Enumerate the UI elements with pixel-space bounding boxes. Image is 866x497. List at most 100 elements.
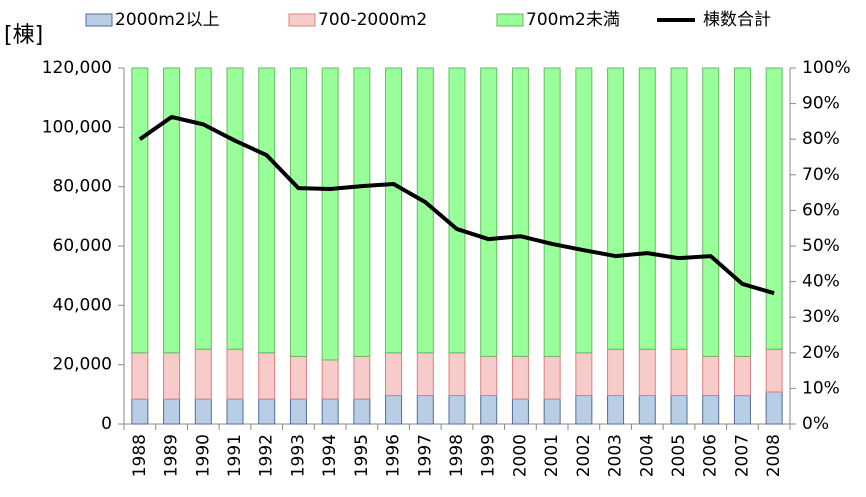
- bar-segment: [226, 398, 244, 425]
- y2-tick-label: 80%: [802, 129, 840, 149]
- bar-segment: [480, 355, 498, 397]
- x-tick-label: 1990: [193, 434, 213, 477]
- bar-segment: [511, 398, 529, 425]
- bar-segment: [258, 352, 276, 400]
- y-axis-label: [棟]: [4, 23, 43, 48]
- x-tick-label: 2002: [574, 434, 594, 477]
- bar-segment: [638, 67, 656, 350]
- bar-segment: [353, 67, 371, 357]
- bar-segment: [416, 352, 434, 397]
- y-tick-label: 20,000: [53, 355, 112, 375]
- bar-segment: [670, 395, 688, 425]
- bar-segment: [416, 395, 434, 425]
- legend-label: 700-2000m2: [318, 10, 427, 30]
- legend-label: 2000m2以上: [115, 10, 220, 30]
- bar-segment: [702, 355, 720, 397]
- y2-tick-label: 30%: [802, 307, 840, 327]
- x-tick-label: 1989: [162, 434, 182, 477]
- bar-segment: [163, 67, 181, 354]
- y-tick-label: 100,000: [42, 117, 112, 137]
- bar-segment: [289, 355, 307, 400]
- bar-segment: [226, 67, 244, 350]
- bar-segment: [607, 395, 625, 425]
- bar-segment: [163, 398, 181, 425]
- bar-segment: [321, 67, 339, 361]
- y2-tick-label: 10%: [802, 378, 840, 398]
- bar-segment: [733, 67, 751, 357]
- bar-segment: [131, 67, 149, 354]
- bar-segment: [638, 348, 656, 397]
- bar-segment: [289, 67, 307, 357]
- x-tick-label: 1991: [225, 434, 245, 477]
- y-tick-label: 0: [101, 414, 112, 434]
- bar-segment: [670, 67, 688, 350]
- bar-segment: [448, 395, 466, 425]
- bar-segment: [511, 355, 529, 400]
- x-tick-label: 1992: [257, 434, 277, 477]
- bar-segment: [670, 348, 688, 397]
- x-tick-label: 1997: [415, 434, 435, 477]
- x-tick-label: 1995: [352, 434, 372, 477]
- legend-swatch: [85, 13, 113, 27]
- bar-segment: [385, 67, 403, 354]
- bar-segment: [575, 395, 593, 425]
- bar-segment: [258, 398, 276, 425]
- bar-segment: [194, 67, 212, 350]
- legend-swatch: [288, 13, 316, 27]
- y2-tick-label: 20%: [802, 343, 840, 363]
- bar-segment: [765, 67, 783, 350]
- bar-segment: [702, 67, 720, 357]
- y2-tick-label: 100%: [802, 58, 851, 78]
- bar-segment: [575, 352, 593, 397]
- bar-segment: [321, 359, 339, 400]
- bar-segment: [385, 352, 403, 397]
- bar-segment: [226, 348, 244, 400]
- x-tick-label: 2001: [542, 434, 562, 477]
- bar-segment: [448, 67, 466, 354]
- x-tick-label: 2005: [669, 434, 689, 477]
- bar-segment: [289, 398, 307, 425]
- bar-segment: [511, 67, 529, 357]
- x-tick-label: 1993: [288, 434, 308, 477]
- bar-segment: [321, 398, 339, 425]
- bar-segment: [733, 355, 751, 397]
- bar-segment: [131, 398, 149, 425]
- x-tick-label: 1999: [479, 434, 499, 477]
- y2-tick-label: 0%: [802, 414, 829, 434]
- x-tick-label: 2003: [606, 434, 626, 477]
- bar-segment: [733, 395, 751, 425]
- x-tick-label: 1996: [384, 434, 404, 477]
- x-tick-label: 2004: [637, 434, 657, 477]
- bar-segment: [702, 395, 720, 425]
- bar-segment: [416, 67, 434, 354]
- y-tick-label: 40,000: [53, 295, 112, 315]
- y2-tick-label: 70%: [802, 165, 840, 185]
- bar-segment: [163, 352, 181, 400]
- legend-label: 700m2未満: [526, 10, 620, 30]
- bar-segment: [194, 398, 212, 425]
- bar-segment: [448, 352, 466, 397]
- x-tick-label: 1994: [320, 434, 340, 477]
- bar-segment: [480, 67, 498, 357]
- x-tick-label: 2008: [764, 434, 784, 477]
- bar-segment: [575, 67, 593, 354]
- y-tick-label: 80,000: [53, 177, 112, 197]
- bar-segment: [480, 395, 498, 425]
- x-tick-label: 2007: [732, 434, 752, 477]
- y2-tick-label: 50%: [802, 236, 840, 256]
- bar-segment: [131, 352, 149, 400]
- x-tick-label: 1998: [447, 434, 467, 477]
- x-tick-label: 2006: [701, 434, 721, 477]
- bar-segment: [258, 67, 276, 354]
- legend-label: 棟数合計: [703, 10, 771, 30]
- bar-segment: [194, 348, 212, 400]
- y2-tick-label: 40%: [802, 272, 840, 292]
- y-tick-label: 60,000: [53, 236, 112, 256]
- y-tick-label: 120,000: [42, 58, 112, 78]
- bar-segment: [638, 395, 656, 425]
- legend-swatch: [496, 13, 524, 27]
- bar-segment: [607, 67, 625, 350]
- x-tick-label: 2000: [510, 434, 530, 477]
- y2-tick-label: 90%: [802, 94, 840, 114]
- bar-segment: [543, 67, 561, 357]
